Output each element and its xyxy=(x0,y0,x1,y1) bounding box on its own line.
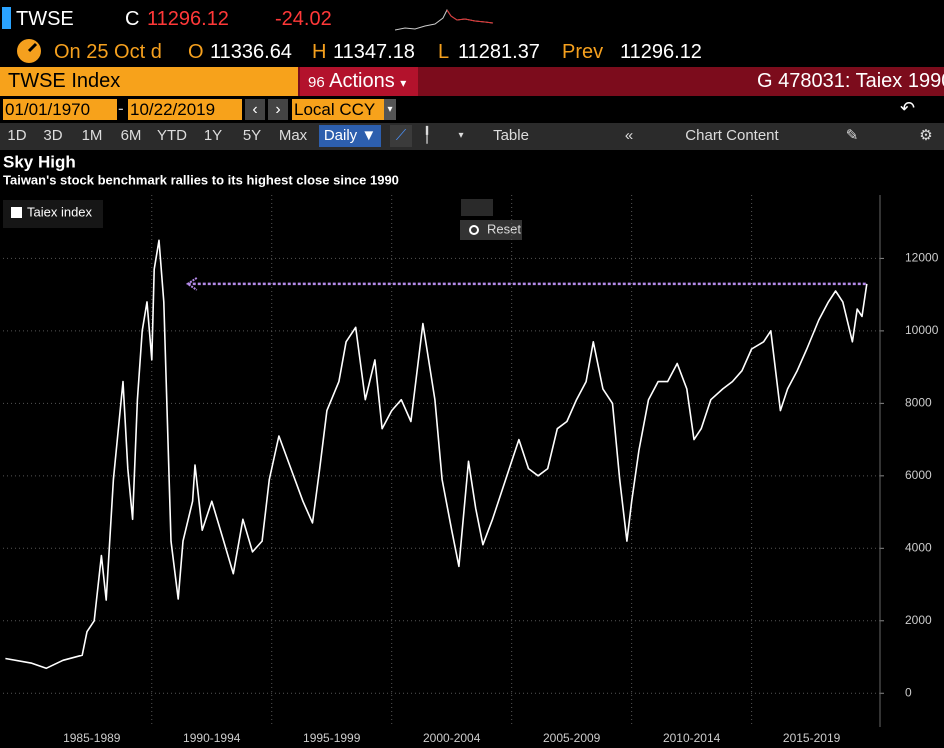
high-label: H xyxy=(312,41,327,63)
zoom-tool[interactable] xyxy=(461,199,493,216)
y-tick-label: 4000 xyxy=(905,540,932,554)
actions-label: Actions xyxy=(329,70,395,92)
range-button[interactable]: 3D xyxy=(43,127,63,144)
sparkline xyxy=(395,9,494,31)
x-tick-label: 2005-2009 xyxy=(543,731,601,745)
chart-type-dropdown[interactable]: ▾ xyxy=(458,130,464,141)
x-tick-label: 2015-2019 xyxy=(783,731,841,745)
reset-icon xyxy=(469,225,479,235)
chart-subtitle: Taiwan's stock benchmark rallies to its … xyxy=(3,172,399,187)
frequency: Daily xyxy=(323,127,358,144)
security-bar: TWSE Index 96 Actions ▾ G 478031: Taiex … xyxy=(0,67,944,96)
range-button[interactable]: Max xyxy=(278,127,308,144)
reset-button[interactable] xyxy=(460,220,522,240)
prev: 11296.12 xyxy=(620,41,702,63)
open: 11336.64 xyxy=(210,41,292,63)
price: 11296.12 xyxy=(147,8,229,30)
gauge-icon xyxy=(17,39,41,63)
separator: - xyxy=(118,99,124,118)
legend-swatch xyxy=(11,207,22,218)
quote-bar: TWSE C 11296.12 -24.02 xyxy=(0,0,944,34)
currency[interactable]: Local CCY xyxy=(292,99,386,120)
bar-chart-button[interactable]: ╿ xyxy=(422,127,432,144)
range-button[interactable]: 1M xyxy=(81,127,103,144)
marker xyxy=(2,7,11,29)
y-tick-label: 8000 xyxy=(905,396,932,410)
x-tick-label: 1985-1989 xyxy=(63,731,121,745)
ticker: TWSE xyxy=(16,8,74,30)
prev-button[interactable]: ‹ xyxy=(245,99,265,120)
x-tick-label: 2010-2014 xyxy=(663,731,721,745)
chart-content-button[interactable]: Chart Content xyxy=(672,125,792,147)
start-date[interactable]: 01/01/1970 xyxy=(3,99,117,120)
y-tick-label: 12000 xyxy=(905,251,939,265)
close-label: C xyxy=(125,8,140,30)
next-button[interactable]: › xyxy=(268,99,288,120)
end-date[interactable]: 10/22/2019 xyxy=(128,99,242,120)
actions-menu[interactable]: 96 Actions ▾ xyxy=(300,67,418,96)
range-button[interactable]: YTD xyxy=(157,127,187,144)
chart-content: Chart Content xyxy=(685,127,779,144)
chart: Sky High Taiwan's stock benchmark rallie… xyxy=(3,152,939,745)
y-tick-label: 2000 xyxy=(905,613,932,627)
currency-dropdown[interactable]: ▾ xyxy=(384,99,396,120)
x-tick-label: 2000-2004 xyxy=(423,731,481,745)
collapse-button[interactable]: « xyxy=(624,127,634,144)
security-description: G 478031: Taiex 1990 xyxy=(757,70,944,92)
reset-label: Reset xyxy=(487,221,521,236)
low: 11281.37 xyxy=(458,41,540,63)
y-tick-label: 0 xyxy=(905,685,912,699)
chart-title: Sky High xyxy=(3,152,76,171)
reference-arrow xyxy=(185,277,198,291)
range-button[interactable]: 5Y xyxy=(242,127,262,144)
actions-number: 96 xyxy=(308,74,325,91)
security-name[interactable]: TWSE Index xyxy=(0,67,298,96)
ohlc-bar: On 25 Oct d O 11336.64 H 11347.18 L 1128… xyxy=(0,34,944,66)
open-label: O xyxy=(188,41,204,63)
edit-button[interactable]: ✎ xyxy=(845,127,859,144)
y-tick-label: 10000 xyxy=(905,323,939,337)
range-button[interactable]: 1D xyxy=(7,127,27,144)
x-tick-label: 1995-1999 xyxy=(303,731,361,745)
y-tick-label: 6000 xyxy=(905,468,932,482)
table-button[interactable]: Table xyxy=(493,127,529,144)
toolbar: Daily ▼ ⟋ ╿ ▾ Table « Chart Content ✎ ⚙ … xyxy=(0,123,944,150)
prev-label: Prev xyxy=(562,41,604,63)
change: -24.02 xyxy=(275,8,332,30)
line-chart-button[interactable]: ⟋ xyxy=(390,125,412,147)
settings-button[interactable]: ⚙ xyxy=(919,127,933,144)
high: 11347.18 xyxy=(333,41,415,63)
range-button[interactable]: 1Y xyxy=(203,127,223,144)
low-label: L xyxy=(438,41,450,63)
date-bar: 01/01/1970 - 10/22/2019 ‹ › Local CCY ▾ … xyxy=(0,98,944,122)
legend-label: Taiex index xyxy=(27,204,93,219)
undo-button[interactable]: ↶ xyxy=(900,98,916,118)
frequency-button[interactable]: Daily ▼ xyxy=(319,125,381,147)
range-button[interactable]: 6M xyxy=(120,127,142,144)
on-date: On 25 Oct d xyxy=(54,41,162,63)
x-tick-label: 1990-1994 xyxy=(183,731,241,745)
series-line xyxy=(5,239,868,670)
